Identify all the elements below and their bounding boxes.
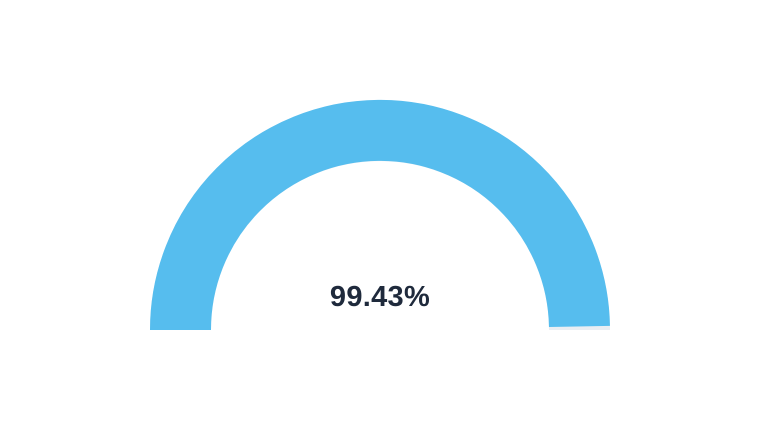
gauge-fill-arc xyxy=(150,99,610,331)
gauge-value-label: 99.43% xyxy=(329,281,431,313)
